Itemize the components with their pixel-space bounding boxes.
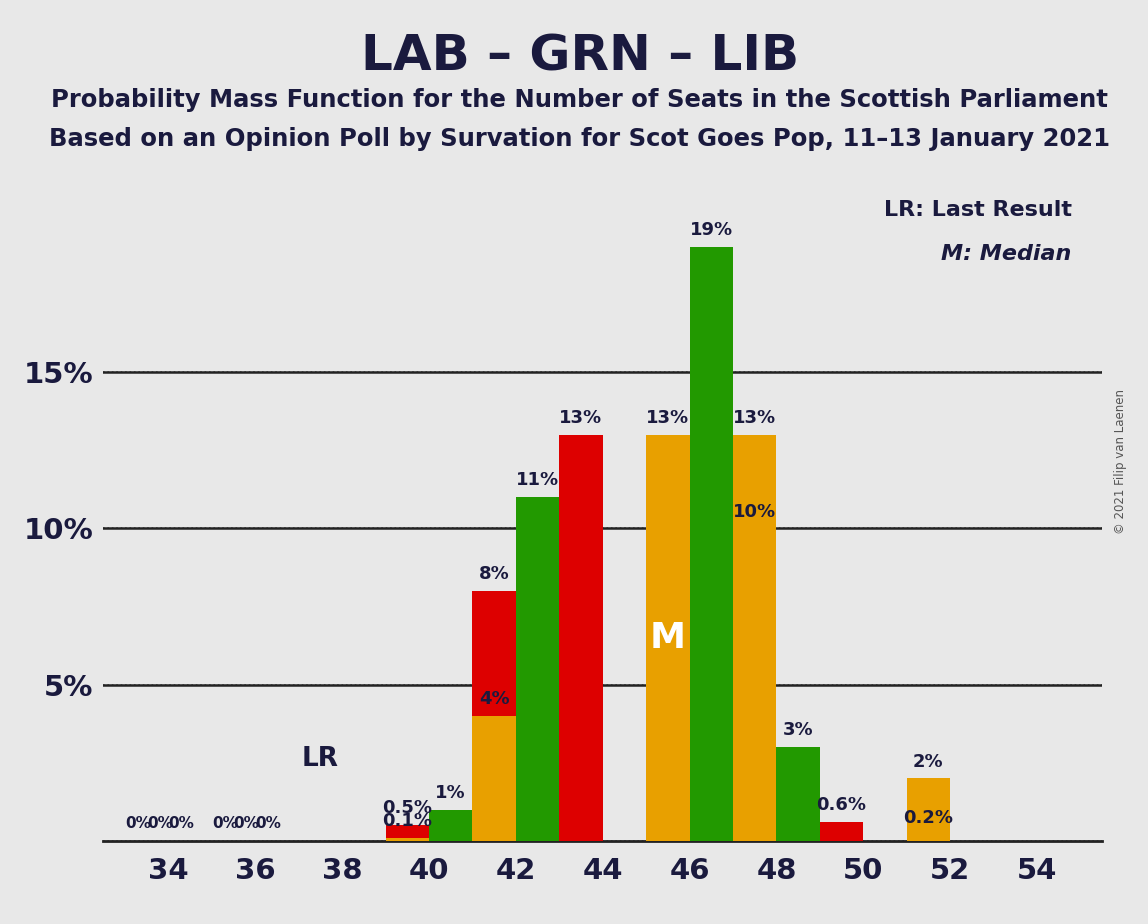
Bar <box>907 834 951 841</box>
Bar <box>386 838 429 841</box>
Text: 0.2%: 0.2% <box>903 808 953 827</box>
Text: 0%: 0% <box>212 817 238 832</box>
Text: 11%: 11% <box>515 471 559 490</box>
Text: LAB – GRN – LIB: LAB – GRN – LIB <box>360 32 799 80</box>
Text: 0.5%: 0.5% <box>382 799 433 818</box>
Text: M: M <box>650 621 685 655</box>
Bar <box>907 778 951 841</box>
Text: 3%: 3% <box>783 722 814 739</box>
Text: 13%: 13% <box>734 409 776 427</box>
Text: M: Median: M: Median <box>941 244 1072 264</box>
Bar <box>473 716 515 841</box>
Text: 0%: 0% <box>234 817 259 832</box>
Text: Probability Mass Function for the Number of Seats in the Scottish Parliament: Probability Mass Function for the Number… <box>52 88 1108 112</box>
Bar <box>732 529 776 841</box>
Text: 13%: 13% <box>559 409 603 427</box>
Text: Based on an Opinion Poll by Survation for Scot Goes Pop, 11–13 January 2021: Based on an Opinion Poll by Survation fo… <box>49 127 1110 151</box>
Text: 0.6%: 0.6% <box>816 796 867 814</box>
Bar <box>690 248 732 841</box>
Text: 4%: 4% <box>479 690 510 708</box>
Text: 19%: 19% <box>690 222 732 239</box>
Text: 0%: 0% <box>125 817 152 832</box>
Bar <box>515 497 559 841</box>
Text: © 2021 Filip van Laenen: © 2021 Filip van Laenen <box>1114 390 1127 534</box>
Text: LR: Last Result: LR: Last Result <box>884 201 1072 221</box>
Bar <box>820 822 863 841</box>
Bar <box>646 434 690 841</box>
Bar <box>429 809 473 841</box>
Text: LR: LR <box>302 746 339 772</box>
Bar <box>776 748 820 841</box>
Text: 0%: 0% <box>169 817 194 832</box>
Text: 10%: 10% <box>734 503 776 520</box>
Text: 13%: 13% <box>646 409 690 427</box>
Text: 0%: 0% <box>255 817 281 832</box>
Bar <box>559 434 603 841</box>
Text: 1%: 1% <box>435 784 466 802</box>
Text: 2%: 2% <box>913 752 944 771</box>
Bar <box>386 825 429 841</box>
Text: 0.1%: 0.1% <box>382 812 433 830</box>
Text: 8%: 8% <box>479 565 510 583</box>
Bar <box>732 434 776 841</box>
Text: 0%: 0% <box>147 817 172 832</box>
Bar <box>473 591 515 841</box>
